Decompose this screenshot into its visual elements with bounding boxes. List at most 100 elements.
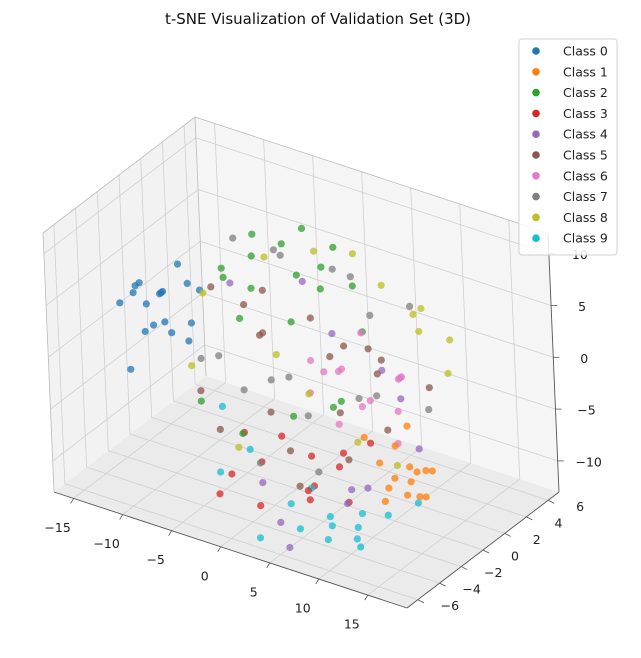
scatter-point-class-9 bbox=[256, 534, 265, 542]
x-tick-mark bbox=[168, 530, 173, 536]
scatter-point-class-3 bbox=[339, 449, 348, 457]
legend-marker-class-5 bbox=[532, 151, 540, 159]
y-gridline-floor bbox=[151, 417, 505, 534]
scatter-point-class-0 bbox=[116, 299, 124, 307]
scatter-point-class-7 bbox=[346, 273, 354, 281]
scatter-point-class-7 bbox=[215, 352, 223, 360]
scatter-point-class-5 bbox=[256, 331, 264, 339]
scatter-point-class-8 bbox=[260, 253, 268, 261]
y-tick-mark bbox=[417, 599, 425, 604]
scatter-point-class-7 bbox=[304, 412, 312, 420]
z-gridline-back bbox=[197, 189, 552, 306]
legend-marker-class-2 bbox=[532, 88, 540, 97]
scatter-point-class-9 bbox=[296, 525, 304, 533]
scatter-point-class-5 bbox=[216, 425, 224, 433]
scatter-point-class-8 bbox=[415, 327, 423, 336]
scatter-point-class-4 bbox=[344, 499, 352, 508]
y-tick-mark bbox=[504, 533, 511, 537]
legend-label-class-2: Class 2 bbox=[563, 85, 608, 100]
scatter-point-class-0 bbox=[183, 279, 191, 287]
legend-frame bbox=[518, 38, 618, 256]
x-tick-mark bbox=[119, 514, 123, 520]
scatter-point-class-5 bbox=[286, 447, 295, 455]
scatter-point-class-1 bbox=[407, 478, 415, 486]
scatter-point-class-0 bbox=[129, 289, 137, 297]
y-gridline-floor bbox=[86, 466, 440, 584]
scatter-point-class-9 bbox=[414, 499, 422, 507]
scatter-point-class-2 bbox=[236, 314, 244, 322]
scatter-point-class-6 bbox=[366, 397, 374, 405]
scatter-point-class-7 bbox=[276, 251, 284, 259]
scatter-point-class-1 bbox=[391, 442, 399, 450]
legend-label-class-3: Class 3 bbox=[563, 106, 608, 121]
scatter-point-class-8 bbox=[354, 438, 362, 446]
y-gridline-left bbox=[183, 125, 196, 385]
scatter-point-class-5 bbox=[258, 286, 266, 294]
x-tick-label: 10 bbox=[295, 601, 311, 616]
legend-marker-class-7 bbox=[532, 192, 540, 201]
x-gridline-back bbox=[459, 203, 472, 464]
scatter-point-class-4 bbox=[397, 395, 405, 403]
scatter-point-class-4 bbox=[277, 518, 285, 527]
scatter-point-class-8 bbox=[199, 289, 207, 297]
scatter-point-class-4 bbox=[364, 484, 372, 492]
scatter-point-class-6 bbox=[358, 403, 366, 411]
scatter-point-class-4 bbox=[348, 486, 356, 494]
x-tick-mark bbox=[266, 562, 271, 569]
y-gridline-floor bbox=[64, 483, 418, 601]
scatter-point-class-1 bbox=[404, 491, 412, 499]
y-gridline-left bbox=[53, 224, 66, 484]
scatter-point-class-4 bbox=[286, 543, 294, 552]
scatter-point-class-6 bbox=[335, 420, 343, 428]
scatter-point-class-5 bbox=[364, 345, 372, 353]
scatter-point-class-8 bbox=[444, 369, 452, 377]
z-gridline-left bbox=[48, 241, 201, 358]
legend-marker-class-9 bbox=[532, 234, 540, 242]
scatter-point-class-0 bbox=[141, 327, 149, 336]
scatter-point-class-8 bbox=[272, 351, 280, 359]
scatter-point-class-1 bbox=[381, 497, 389, 505]
scatter-point-class-3 bbox=[228, 470, 236, 478]
scatter-point-class-9 bbox=[354, 523, 362, 532]
scatter-point-class-7 bbox=[269, 246, 277, 254]
z-tick-label: 5 bbox=[578, 299, 586, 314]
scatter-point-class-2 bbox=[217, 264, 225, 272]
scatter-point-class-8 bbox=[305, 390, 313, 398]
z-tick-label: −10 bbox=[575, 454, 601, 469]
scatter-point-class-6 bbox=[357, 329, 365, 337]
scatter-point-class-9 bbox=[287, 500, 295, 508]
scatter-point-class-8 bbox=[417, 304, 425, 313]
scatter-point-class-9 bbox=[217, 468, 225, 476]
y-tick-label: −2 bbox=[484, 565, 502, 580]
scatter-point-class-4 bbox=[415, 445, 423, 453]
y-gridline-floor bbox=[108, 450, 462, 567]
scatter-point-class-5 bbox=[326, 353, 334, 361]
scatter-point-class-3 bbox=[278, 432, 286, 440]
scatter-point-class-2 bbox=[348, 282, 356, 290]
legend-marker-class-0 bbox=[532, 47, 540, 55]
legend-marker-class-1 bbox=[532, 68, 540, 76]
scatter-point-class-5 bbox=[267, 408, 275, 416]
scatter-point-class-9 bbox=[324, 536, 332, 544]
scatter-point-class-5 bbox=[384, 426, 392, 434]
x-tick-label: −15 bbox=[44, 520, 70, 535]
pane-edge bbox=[42, 116, 196, 234]
scatter-point-class-4 bbox=[298, 277, 306, 285]
y-tick-mark bbox=[526, 516, 533, 521]
scatter-point-class-7 bbox=[315, 468, 323, 476]
scatter-point-class-1 bbox=[391, 474, 399, 482]
scatter-point-class-9 bbox=[357, 543, 365, 551]
pane-edge bbox=[194, 116, 207, 377]
scatter-point-class-1 bbox=[385, 484, 393, 492]
scatter-point-class-7 bbox=[328, 265, 336, 273]
legend-label-class-1: Class 1 bbox=[563, 64, 608, 79]
y-gridline-left bbox=[162, 141, 174, 401]
scatter-point-class-3 bbox=[308, 452, 316, 460]
pane-edge bbox=[42, 232, 55, 493]
scatter-point-class-7 bbox=[406, 302, 414, 310]
scatter-point-class-8 bbox=[310, 247, 318, 255]
scatter-point-class-2 bbox=[277, 240, 285, 248]
scatter-point-class-5 bbox=[306, 314, 314, 322]
scatter-point-class-2 bbox=[248, 230, 256, 238]
